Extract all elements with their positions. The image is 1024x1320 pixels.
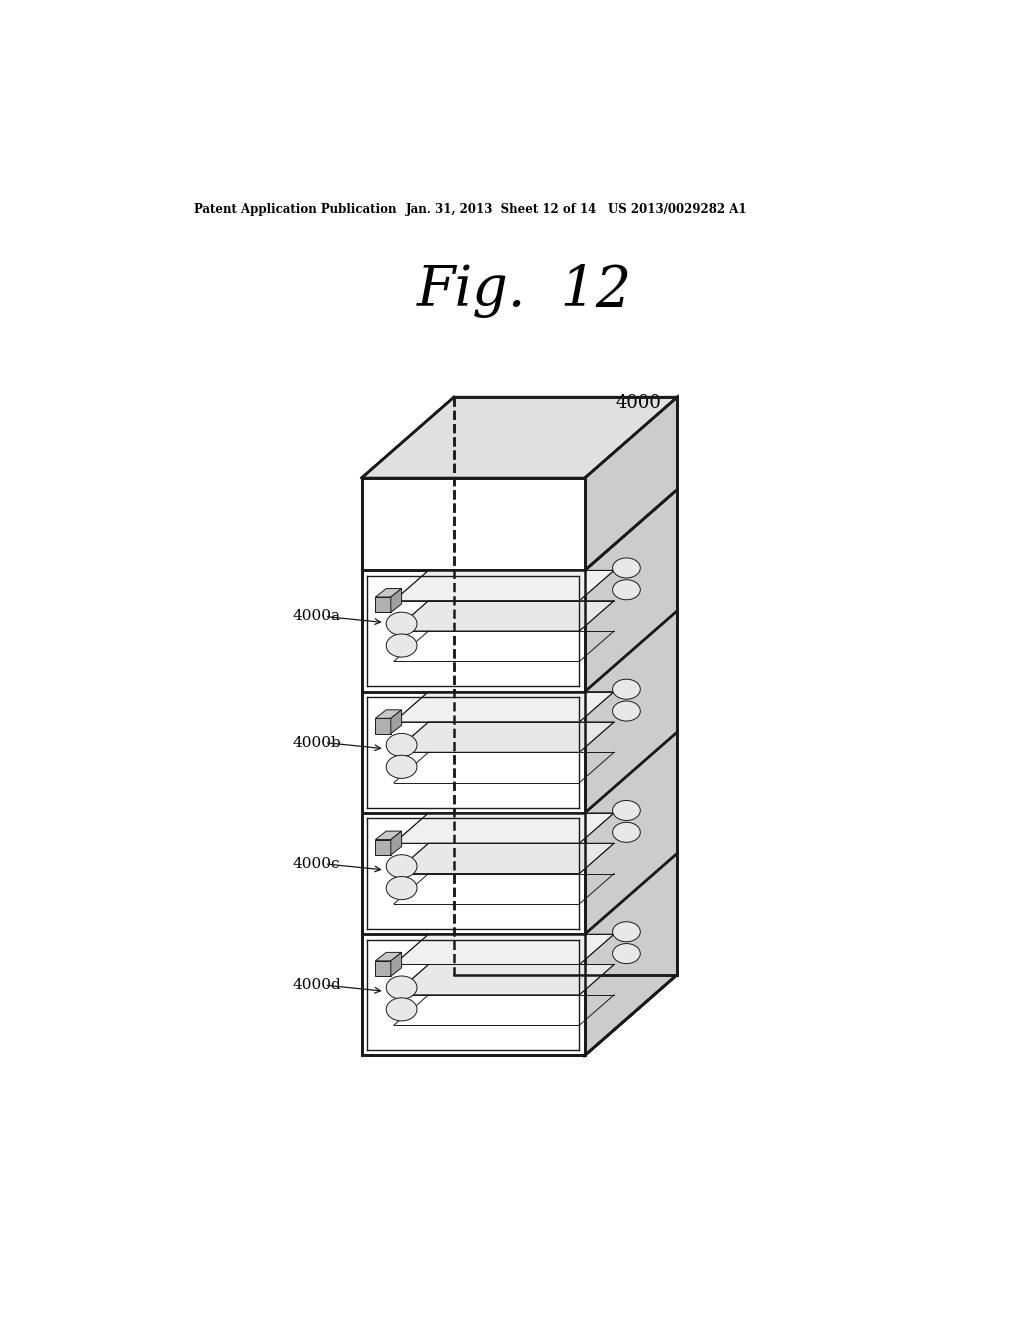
Polygon shape: [585, 397, 677, 1056]
Polygon shape: [394, 692, 614, 722]
Ellipse shape: [612, 800, 640, 821]
Polygon shape: [394, 601, 614, 631]
Text: 4000: 4000: [615, 395, 662, 412]
Ellipse shape: [612, 579, 640, 599]
Ellipse shape: [386, 755, 417, 779]
Polygon shape: [394, 813, 614, 843]
Ellipse shape: [612, 701, 640, 721]
Polygon shape: [376, 718, 391, 734]
Polygon shape: [376, 840, 391, 855]
Text: 4000c: 4000c: [292, 857, 340, 871]
Ellipse shape: [386, 998, 417, 1020]
Ellipse shape: [612, 822, 640, 842]
Polygon shape: [376, 953, 401, 961]
Ellipse shape: [386, 855, 417, 878]
Ellipse shape: [612, 680, 640, 700]
Text: 4000b: 4000b: [292, 735, 341, 750]
Polygon shape: [361, 397, 677, 478]
Polygon shape: [394, 965, 614, 995]
Polygon shape: [391, 710, 401, 734]
Polygon shape: [394, 722, 614, 752]
Ellipse shape: [612, 558, 640, 578]
Text: Patent Application Publication: Patent Application Publication: [194, 203, 396, 215]
Polygon shape: [394, 935, 614, 965]
Ellipse shape: [612, 921, 640, 941]
Ellipse shape: [612, 944, 640, 964]
Ellipse shape: [386, 634, 417, 657]
Ellipse shape: [386, 612, 417, 635]
Polygon shape: [376, 961, 391, 977]
Text: Jan. 31, 2013  Sheet 12 of 14: Jan. 31, 2013 Sheet 12 of 14: [406, 203, 597, 215]
Text: US 2013/0029282 A1: US 2013/0029282 A1: [608, 203, 746, 215]
Polygon shape: [391, 832, 401, 855]
Ellipse shape: [386, 975, 417, 999]
Polygon shape: [361, 478, 585, 1056]
Ellipse shape: [386, 734, 417, 756]
Text: 4000d: 4000d: [292, 978, 341, 993]
Ellipse shape: [386, 876, 417, 900]
Polygon shape: [394, 843, 614, 874]
Polygon shape: [376, 710, 401, 718]
Polygon shape: [391, 589, 401, 612]
Polygon shape: [391, 953, 401, 977]
Polygon shape: [585, 397, 677, 570]
Text: Fig.  12: Fig. 12: [417, 264, 633, 318]
Text: 4000a: 4000a: [292, 610, 340, 623]
Polygon shape: [376, 597, 391, 612]
Polygon shape: [394, 570, 614, 601]
Polygon shape: [376, 589, 401, 597]
Polygon shape: [376, 832, 401, 840]
